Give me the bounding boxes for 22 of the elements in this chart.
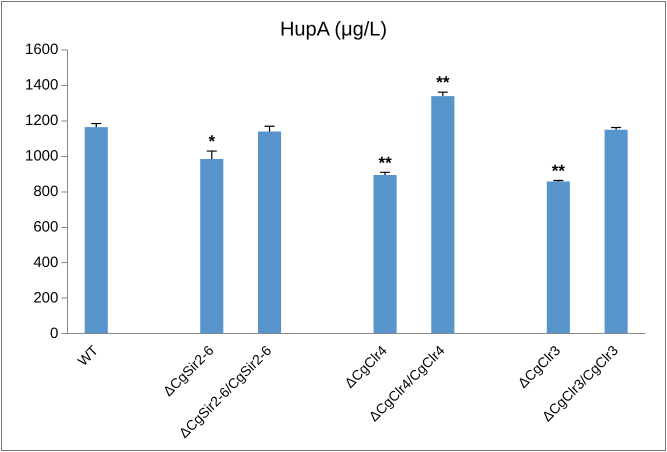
y-tick-label: 1000 xyxy=(24,148,58,165)
y-tick-label: 1600 xyxy=(24,41,58,58)
y-tick-label: 0 xyxy=(50,324,58,342)
x-tick-label: WT xyxy=(74,342,102,369)
y-tick-label: 600 xyxy=(33,218,58,236)
y-tick-label: 200 xyxy=(33,289,58,306)
annotation: ** xyxy=(436,73,450,92)
bar xyxy=(84,127,108,334)
bar xyxy=(431,96,454,334)
chart-title: HupA (μg/L) xyxy=(280,18,388,41)
y-tick-label: 1400 xyxy=(24,76,58,94)
annotation: ** xyxy=(552,161,566,180)
y-tick-label: 1200 xyxy=(24,112,58,130)
bar xyxy=(546,182,570,334)
annotation: * xyxy=(208,132,216,152)
bar xyxy=(604,130,628,334)
bar xyxy=(258,132,282,334)
y-tick-label: 800 xyxy=(33,182,58,200)
annotation: ** xyxy=(378,153,392,172)
y-tick-label: 400 xyxy=(33,254,58,271)
bar xyxy=(374,174,397,334)
bar xyxy=(200,159,224,334)
